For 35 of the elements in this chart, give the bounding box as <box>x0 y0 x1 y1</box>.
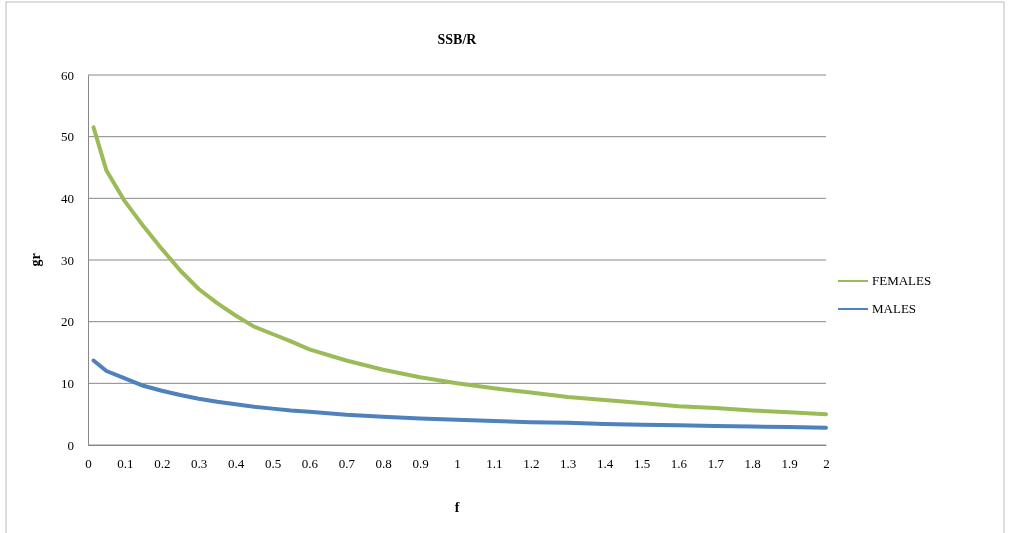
x-tick-label: 1.4 <box>596 456 614 472</box>
line-series <box>91 125 828 417</box>
y-tick-label: 40 <box>61 190 74 206</box>
x-tick-label: 1.8 <box>744 456 761 472</box>
x-tick-label: 0.9 <box>412 456 429 472</box>
y-tick-label: 60 <box>61 67 74 83</box>
x-tick-label: 1 <box>454 456 461 472</box>
x-tick-label: 1.3 <box>560 456 577 472</box>
x-tick-label: 1.1 <box>486 456 503 472</box>
x-tick-label: 0.2 <box>154 456 171 472</box>
x-tick-label: 1.9 <box>781 456 798 472</box>
x-tick-label: 1.5 <box>633 456 651 472</box>
legend-label: FEMALES <box>872 273 932 288</box>
x-tick-label: 0.4 <box>227 456 245 472</box>
legend-label: MALES <box>872 301 917 316</box>
x-tick-label: 1.2 <box>523 456 540 472</box>
x-tick-label: 1.7 <box>707 456 725 472</box>
chart-title: SSB/R <box>437 32 478 47</box>
y-tick-label: 50 <box>61 129 74 145</box>
x-tick-label: 0 <box>85 456 92 472</box>
y-tick-label: 10 <box>61 375 74 391</box>
x-tick-label: 0.8 <box>375 456 392 472</box>
x-tick-label: 2 <box>823 456 830 472</box>
x-tick-label: 0.1 <box>117 456 134 472</box>
x-tick-label: 0.6 <box>301 456 319 472</box>
y-tick-label: 30 <box>61 252 74 268</box>
line-series <box>91 358 828 430</box>
x-axis-title: f <box>454 500 460 515</box>
x-tick-label: 0.7 <box>338 456 356 472</box>
y-tick-label: 0 <box>67 437 74 453</box>
x-tick-label: 0.3 <box>191 456 208 472</box>
x-tick-label: 1.6 <box>670 456 688 472</box>
x-tick-label: 0.5 <box>264 456 282 472</box>
y-tick-label: 20 <box>61 314 74 330</box>
y-axis-title: gr <box>28 253 43 267</box>
